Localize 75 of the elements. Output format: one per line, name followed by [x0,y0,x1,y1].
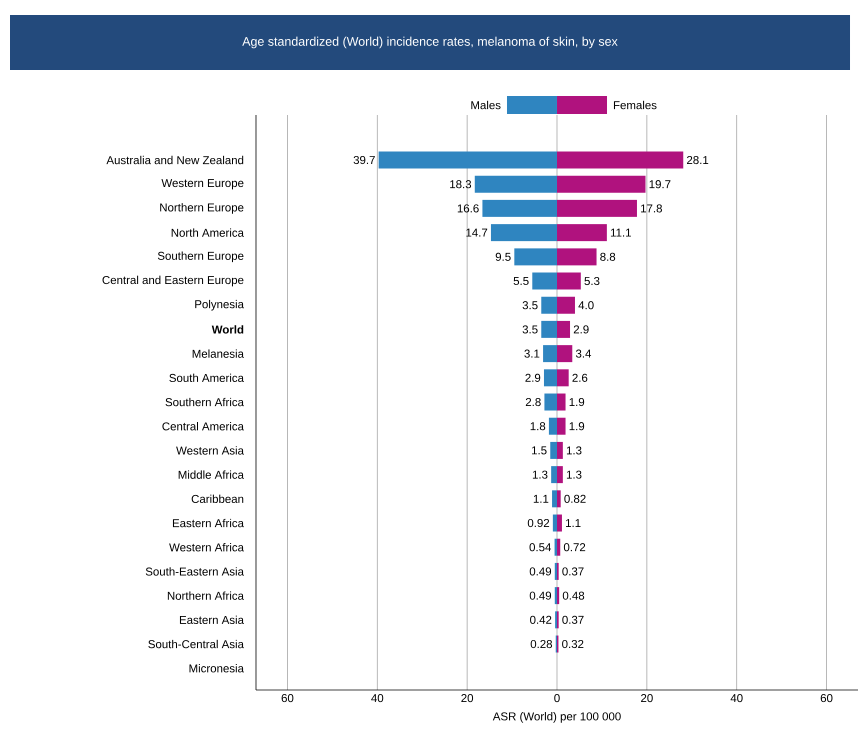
data-label: 2.9 [525,374,540,382]
data-label: 0.42 [530,616,552,624]
data-label: 39.7 [354,156,375,164]
y-tick-label: North America [172,228,244,237]
data-label: 1.3 [566,446,582,454]
data-label: 1.9 [570,398,584,406]
y-tick-label: Eastern Asia [180,616,244,624]
data-label: 9.5 [496,252,511,261]
data-label: 5.3 [584,276,600,286]
data-label: 14.7 [466,228,488,237]
data-label: 0.49 [530,567,552,576]
y-tick-label: Caribbean [192,494,244,504]
data-label: 0.28 [530,640,552,648]
data-label: 19.7 [650,180,670,188]
y-tick-label: Central and Eastern Europe [102,276,244,286]
data-label: 1.3 [566,470,582,479]
data-label: 11.1 [610,228,631,237]
y-tick-label: South-Central Asia [148,640,244,648]
x-tick-label: 20 [461,694,474,702]
x-tick-label: 0 [554,694,560,702]
y-tick-label: Middle Africa [178,470,244,479]
y-tick-label: South-Eastern Asia [146,567,244,576]
data-label: 0.92 [528,518,550,528]
y-tick-label: Western Africa [169,543,244,552]
x-tick-label: 40 [730,694,743,702]
data-label: 4.0 [578,301,594,310]
data-label: 2.8 [526,398,541,406]
data-label: 0.32 [562,640,584,648]
y-tick-label: World [212,325,244,334]
x-tick-label: 60 [282,694,294,702]
data-label: 17.8 [641,204,662,212]
y-tick-label: South America [169,374,244,382]
legend-label: Females [614,100,657,110]
data-label: 1.3 [532,470,548,479]
data-label: 1.1 [566,519,581,527]
data-label: 18.3 [450,180,472,188]
data-label: 16.6 [458,204,479,212]
x-tick-label: 60 [820,694,832,702]
data-label: 0.48 [562,592,584,600]
data-label: 1.1 [534,494,548,503]
y-tick-label: Central America [162,422,244,430]
y-tick-label: Melanesia [192,349,244,358]
data-label: 0.82 [564,494,586,503]
data-label: 0.37 [562,567,584,576]
data-label: 0.49 [530,592,552,600]
data-label: 0.72 [564,543,586,552]
chart-title: Age standardized (World) incidence rates, melanoma of skin, by sex [242,36,618,48]
x-tick-label: 40 [371,694,384,702]
y-tick-label: Western Europe [161,179,244,190]
x-tick-label: 20 [641,694,653,702]
legend-label: Males [471,100,501,110]
data-label: 3.5 [522,301,538,310]
data-label: 0.37 [562,616,584,624]
y-tick-label: Australia and New Zealand [106,156,244,164]
data-label: 5.5 [514,277,529,286]
data-label: 28.1 [687,156,708,164]
y-tick-label: Polynesia [195,300,244,311]
data-label: 1.5 [532,446,547,454]
y-tick-label: Northern Europe [160,203,244,214]
data-label: 3.1 [524,350,540,358]
data-label: 1.9 [570,422,584,430]
y-tick-label: Micronesia [190,664,244,672]
y-tick-label: Eastern Africa [172,518,244,528]
data-label: 2.9 [574,325,589,334]
data-label: 3.4 [576,350,592,358]
data-label: 8.8 [600,252,616,261]
y-tick-label: Western Asia [176,446,244,455]
y-tick-label: Northern Africa [168,591,244,600]
data-label: 1.8 [530,422,546,430]
x-axis-title: ASR (World) per 100 000 [492,712,621,723]
y-tick-label: Southern Europe [158,251,244,262]
data-label: 2.6 [572,374,588,382]
y-tick-label: Southern Africa [166,398,244,406]
data-label: 0.54 [530,543,552,552]
data-label: 3.5 [522,325,538,334]
